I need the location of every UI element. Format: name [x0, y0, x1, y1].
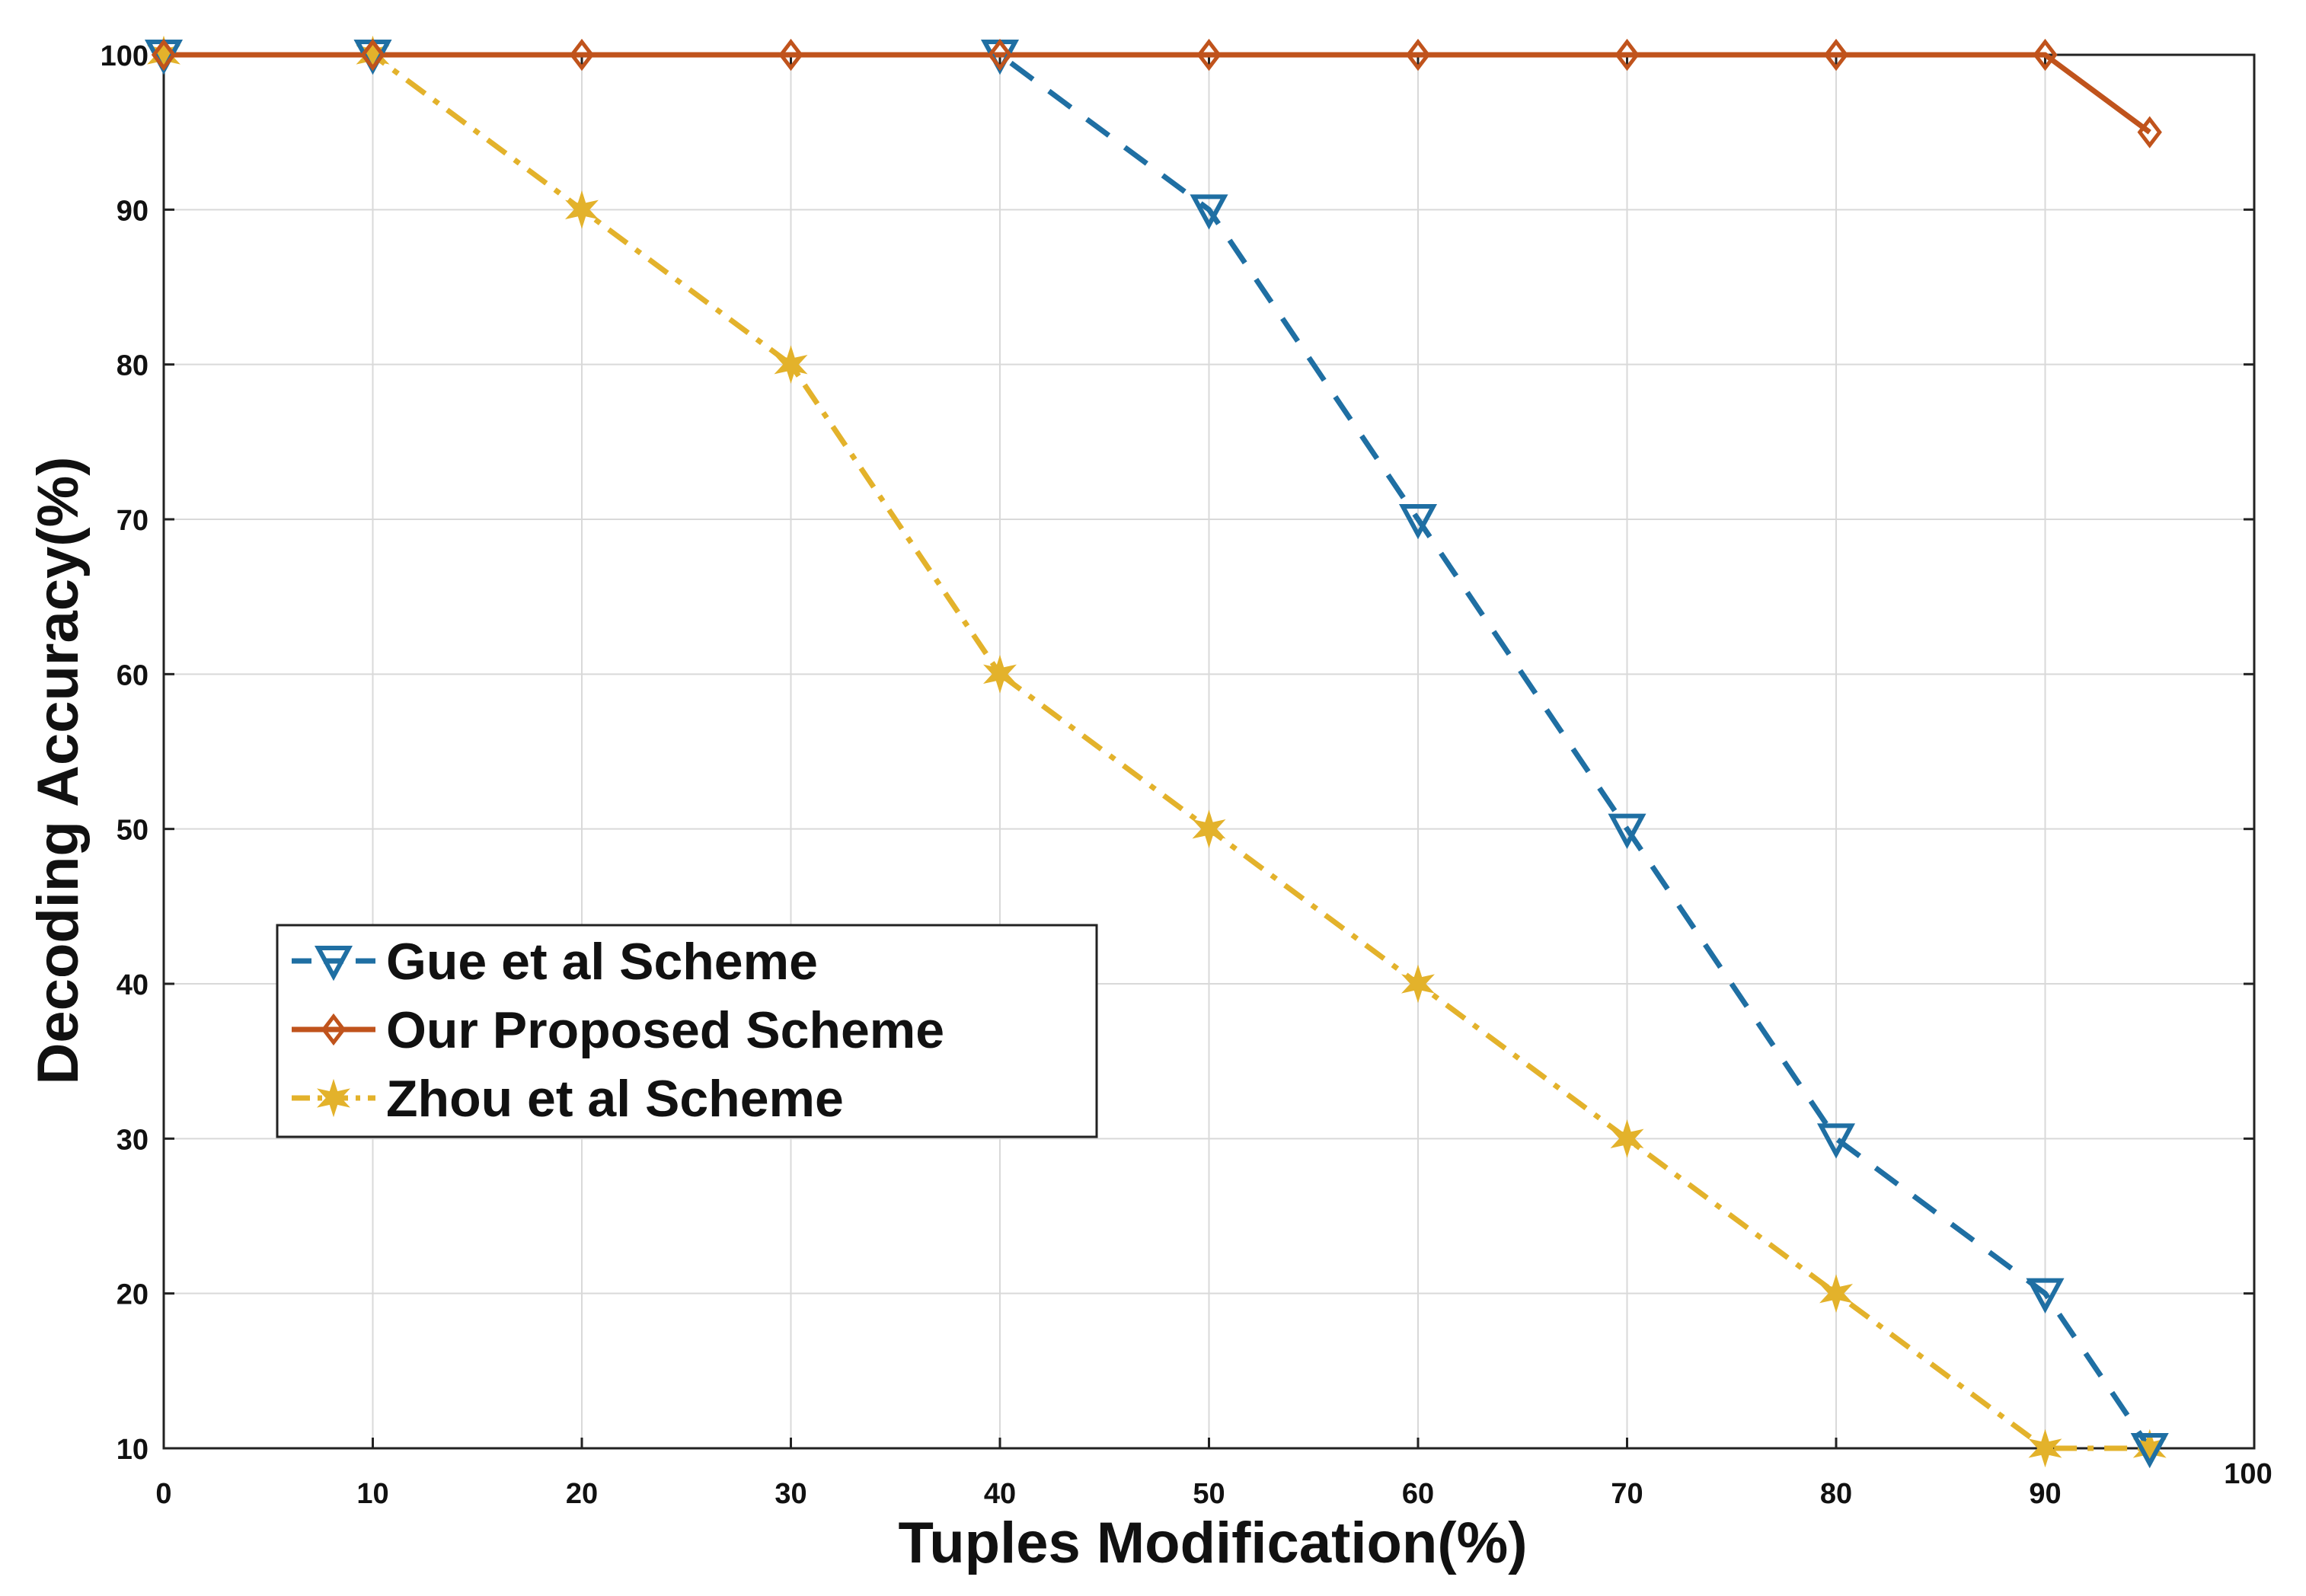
- x-tick-label: 90: [2029, 1478, 2061, 1510]
- data-point-series-1: [1823, 38, 1849, 72]
- data-point-series-1: [1405, 38, 1431, 72]
- data-point-series-0: [1398, 504, 1438, 540]
- legend-marker-shape: [317, 1078, 350, 1118]
- legend-label-proposed: Our Proposed Scheme: [386, 1001, 944, 1059]
- x-tick-label: 60: [1402, 1478, 1434, 1510]
- data-point-series-1: [2137, 116, 2162, 148]
- x-tick-label: 50: [1193, 1478, 1225, 1510]
- data-point-series-0: [1608, 813, 1646, 849]
- legend-marker-shape: [314, 946, 353, 982]
- y-tick-label: 60: [117, 659, 149, 691]
- data-point-series-1: [151, 38, 177, 72]
- data-point-series-0: [1190, 194, 1228, 230]
- y-tick-label: 10: [117, 1434, 149, 1466]
- series-markers: [144, 35, 2169, 1469]
- legend-marker-zhou: [317, 1078, 350, 1118]
- y-tick-label: 100: [101, 40, 149, 72]
- y-tick-label: 30: [117, 1124, 149, 1156]
- data-point-series-1: [1196, 38, 1222, 72]
- y-tick-label: 20: [117, 1279, 149, 1311]
- legend-label-zhou: Zhou et al Scheme: [386, 1070, 844, 1128]
- data-point-series-2: [565, 190, 599, 229]
- y-tick-label: 80: [117, 350, 149, 382]
- legend-box: [276, 924, 1098, 1138]
- legend-entry-gue: Gue et al Scheme: [292, 933, 818, 991]
- y-tick-label: 90: [117, 195, 149, 227]
- data-point-series-1: [360, 38, 385, 72]
- data-point-series-1: [1615, 38, 1640, 72]
- x-tick-label: 20: [566, 1478, 598, 1510]
- legend-entry-proposed: Our Proposed Scheme: [292, 1001, 944, 1059]
- data-point-series-2: [1610, 1119, 1644, 1158]
- legend: Gue et al Scheme Our Proposed Scheme Zho…: [276, 924, 1098, 1138]
- data-point-series-1: [2033, 38, 2058, 72]
- data-point-series-2: [1192, 809, 1226, 849]
- legend-label-gue: Gue et al Scheme: [386, 933, 818, 991]
- data-point-series-1: [778, 38, 803, 72]
- legend-entry-zhou: Zhou et al Scheme: [292, 1070, 844, 1128]
- legend-marker-proposed: [321, 1013, 347, 1046]
- data-point-series-2: [1401, 964, 1435, 1004]
- series-line-1: [164, 52, 2151, 135]
- data-point-series-0: [2130, 1433, 2169, 1469]
- data-point-series-1: [569, 38, 595, 72]
- x-tick-label: 10: [356, 1478, 388, 1510]
- data-point-series-0: [2026, 1278, 2065, 1314]
- x-tick-label: 70: [1611, 1478, 1643, 1510]
- series-line-0: [164, 52, 2152, 1450]
- data-point-series-2: [983, 654, 1017, 694]
- y-axis-title: Decoding Accuracy(%): [26, 457, 91, 1085]
- x-axis-title: Tuples Modification(%): [898, 1511, 1527, 1575]
- x-tick-label: 0: [155, 1478, 171, 1510]
- data-point-series-0: [1816, 1123, 1856, 1159]
- y-tick-label: 40: [117, 969, 149, 1001]
- y-tick-label: 50: [117, 815, 149, 847]
- legend-marker-shape: [321, 1013, 347, 1046]
- legend-marker-gue: [314, 946, 353, 982]
- axis-ticks: 0 10 20 30 40 50 60 70 80 90100102030405060708090…: [101, 40, 2272, 1510]
- data-point-series-2: [774, 345, 808, 385]
- data-point-series-1: [987, 38, 1013, 72]
- x-tick-label: 80: [1820, 1478, 1852, 1510]
- y-tick-label: 70: [117, 505, 149, 537]
- x-tick-label: 40: [984, 1478, 1016, 1510]
- data-point-series-2: [2028, 1428, 2062, 1468]
- x-tick-label: 100: [2224, 1458, 2272, 1490]
- data-point-series-2: [1819, 1274, 1853, 1314]
- x-tick-label: 30: [775, 1478, 806, 1510]
